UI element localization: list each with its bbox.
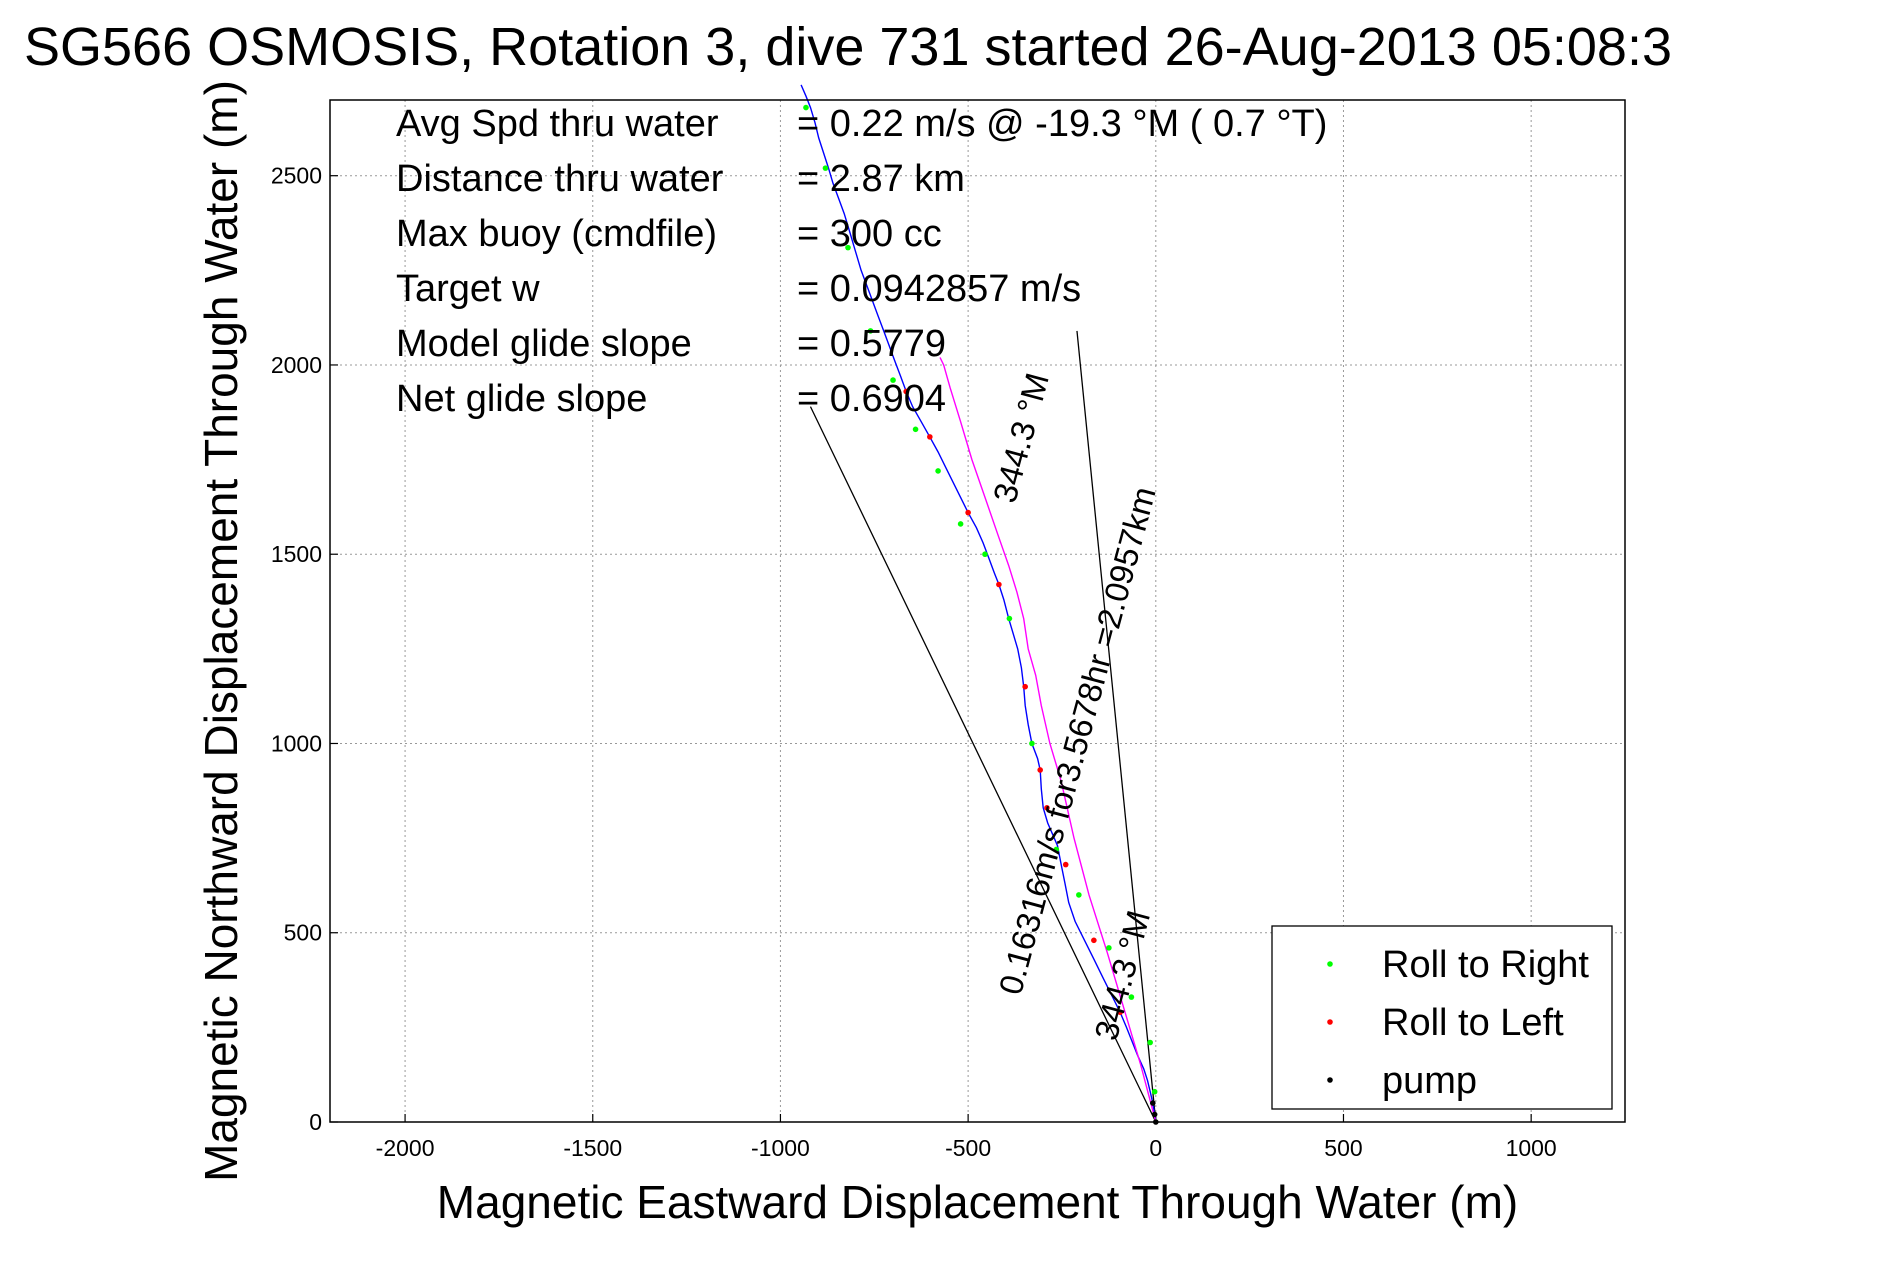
info-value: = 0.0942857 m/s [797,268,1081,310]
marker-roll-to-right [803,104,809,111]
marker-roll-to-right [890,377,896,383]
marker-roll-to-right [867,328,874,334]
legend-label: Roll to Left [1382,1002,1564,1044]
y-tick-label: 0 [309,1109,322,1135]
marker-roll-to-left [1117,1009,1123,1016]
info-label: Target w [396,268,540,310]
marker-roll-to-right [912,426,919,433]
marker-roll-to-right [1151,1088,1158,1095]
x-axis-label: Magnetic Eastward Displacement Through W… [437,1176,1518,1228]
marker-roll-to-left [1091,937,1097,944]
x-tick-label: -1500 [563,1135,622,1161]
x-tick-label: 1000 [1506,1135,1557,1161]
marker-roll-to-left [1037,767,1043,773]
series-line-track-magenta [939,357,1157,1123]
marker-roll-to-right [1029,740,1035,747]
info-value: = 0.5779 [797,323,946,365]
info-label: Net glide slope [396,378,647,420]
annotation-label: 344.3 °M [1087,906,1157,1044]
x-tick-label: -2000 [376,1135,435,1161]
legend: Roll to Right Roll to Left pump [1271,925,1613,1110]
info-label: Distance thru water [396,158,724,200]
marker-roll-to-left [1062,861,1069,868]
legend-marker [1327,1077,1333,1083]
info-label: Max buoy (cmdfile) [396,213,717,255]
marker-roll-to-right [822,165,829,171]
x-tick-label: 500 [1324,1135,1362,1161]
marker-roll-to-right [845,244,851,251]
marker-pump [1149,1100,1156,1106]
marker-roll-to-right [1006,615,1013,622]
info-value: = 2.87 km [797,158,965,200]
annotation-label: 344.3 °M [986,369,1056,507]
marker-roll-to-left [903,388,909,395]
plot-frame [329,99,1626,1123]
x-tick-label: -1000 [751,1135,810,1161]
ticks: -2000 -1500 -1000 -500 0 500 1000 0 500 1000 1500 2… [271,163,1557,1161]
marker-roll-to-right [982,551,988,558]
y-tick-label: 1500 [271,541,322,567]
marker-roll-to-right [1076,892,1082,898]
marker-roll-to-right [1128,994,1135,1000]
marker-roll-to-right [935,468,941,474]
legend-marker [1327,961,1333,967]
series-line-track [800,84,1157,1123]
info-panel: Avg Spd thru water = 0.22 m/s @ -19.3 °M … [396,103,1327,420]
marker-roll-to-left [996,581,1002,588]
x-tick-label: -500 [945,1135,991,1161]
y-axis-label: Magnetic Northward Displacement Through … [195,80,247,1182]
legend-label: Roll to Right [1382,944,1589,986]
info-label: Avg Spd thru water [396,103,719,145]
y-tick-label: 1000 [271,730,322,756]
info-value: = 0.22 m/s @ -19.3 °M ( 0.7 °T) [797,103,1327,145]
marker-roll-to-left [965,509,971,516]
marker-roll-to-right [1053,846,1060,853]
y-tick-label: 2500 [271,163,322,189]
marker-roll-to-right [1106,945,1112,951]
reference-lines [809,330,1157,1123]
info-label: Model glide slope [396,323,692,365]
info-value: = 0.6904 [797,378,946,420]
y-tick-label: 500 [284,920,322,946]
marker-roll-to-left [1022,683,1028,690]
chart-title: SG566 OSMOSIS, Rotation 3, dive 731 star… [24,17,1672,77]
x-tick-label: 0 [1149,1135,1162,1161]
marker-roll-to-right [1147,1039,1153,1046]
marker-roll-to-left [927,434,933,440]
net-glide-line [809,406,1157,1123]
legend-marker [1327,1019,1333,1025]
marker-roll-to-right [957,521,964,527]
series-layer [800,84,1159,1125]
marker-pump [1151,1111,1158,1118]
y-tick-label: 2000 [271,352,322,378]
grid [330,100,1625,1123]
legend-label: pump [1382,1060,1477,1102]
info-value: = 300 cc [797,213,942,255]
marker-roll-to-left [1044,805,1050,811]
model-glide-line [1076,330,1157,1123]
